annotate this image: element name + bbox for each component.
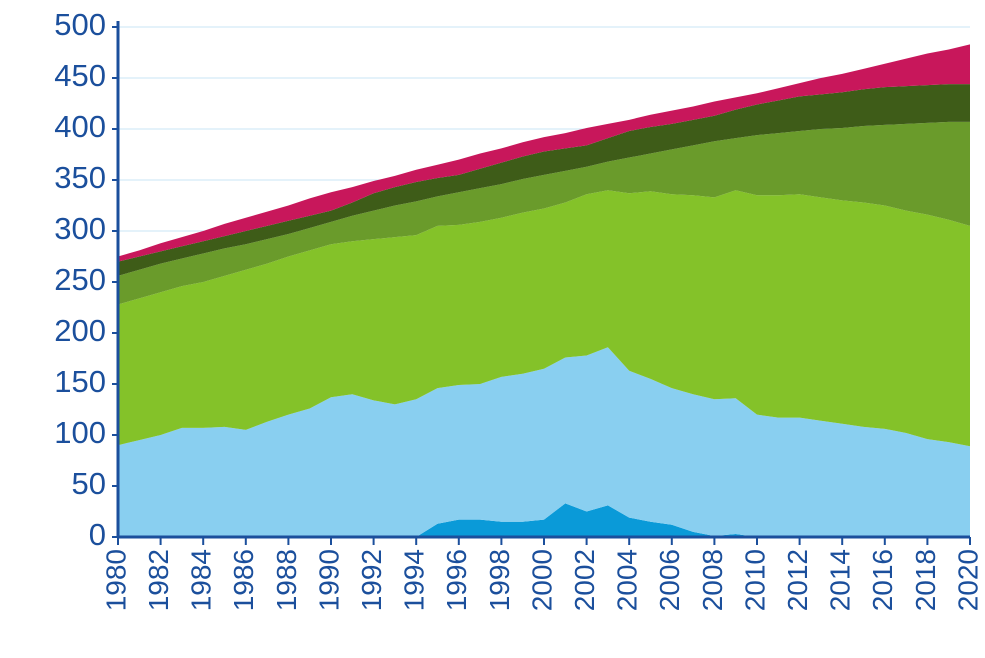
x-tick-label: 1988	[271, 549, 302, 611]
area	[118, 347, 970, 537]
x-tick-label: 1998	[484, 549, 515, 611]
x-tick-label: 1984	[186, 549, 217, 611]
y-tick-label: 300	[54, 211, 106, 246]
y-tick-label: 450	[54, 58, 106, 93]
y-tick-label: 0	[89, 517, 106, 552]
area	[118, 503, 970, 537]
area	[118, 121, 970, 305]
x-tick-label: 2018	[910, 549, 941, 611]
x-tick-label: 2010	[739, 549, 770, 611]
x-tick-label: 2006	[654, 549, 685, 611]
area	[118, 190, 970, 447]
y-tick-label: 250	[54, 262, 106, 297]
x-tick-label: 2020	[952, 549, 983, 611]
x-tick-label: 1982	[143, 549, 174, 611]
x-tick-label: 2016	[867, 549, 898, 611]
x-tick-label: 2008	[697, 549, 728, 611]
x-tick-label: 1994	[399, 549, 430, 611]
y-tick-label: 350	[54, 160, 106, 195]
y-tick-label: 400	[54, 109, 106, 144]
x-tick-label: 2014	[825, 549, 856, 611]
area	[118, 44, 970, 262]
x-tick-label: 1990	[313, 549, 344, 611]
area	[118, 84, 970, 276]
x-tick-label: 1996	[441, 549, 472, 611]
x-tick-label: 1986	[228, 549, 259, 611]
x-tick-label: 2004	[612, 549, 643, 611]
y-tick-label: 500	[54, 7, 106, 42]
y-tick-label: 100	[54, 415, 106, 450]
x-tick-label: 1980	[100, 549, 131, 611]
x-tick-label: 1992	[356, 549, 387, 611]
y-tick-label: 50	[72, 466, 106, 501]
y-tick-label: 150	[54, 364, 106, 399]
x-tick-label: 2000	[526, 549, 557, 611]
x-tick-label: 2012	[782, 549, 813, 611]
x-tick-label: 2002	[569, 549, 600, 611]
y-tick-label: 200	[54, 313, 106, 348]
